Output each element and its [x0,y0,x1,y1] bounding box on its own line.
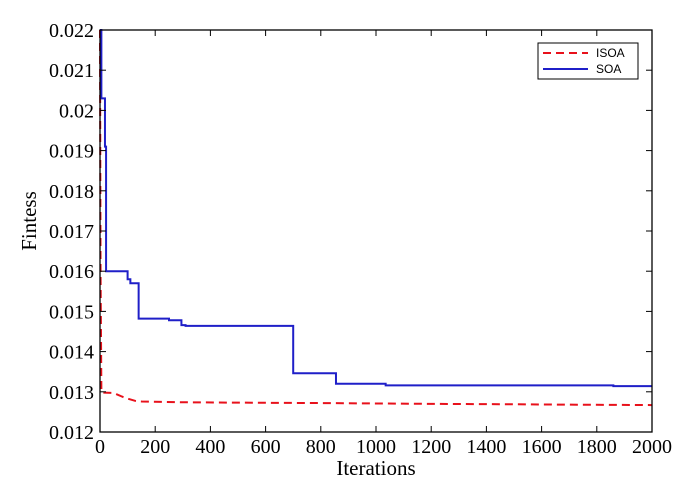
x-tick-label: 200 [140,436,170,458]
legend-box [537,42,639,80]
series-line-isoa [99,29,653,407]
x-tick-label: 1200 [411,436,451,458]
series-line-soa [100,29,652,388]
x-tick-label: 1600 [522,436,562,458]
y-tick-label: 0.015 [49,301,94,323]
ticks-layer: 0 200 400 600 800 1000 1200 1400 1600 1800 2000 0.0… [49,20,672,458]
y-tick-label: 0.016 [49,261,94,283]
x-tick-label: 600 [251,436,281,458]
y-tick-label: 0.021 [49,60,94,82]
series-layer [99,29,653,407]
x-tick-label: 1400 [466,436,506,458]
y-axis-title: Fintess [17,191,41,251]
y-tick-label: 0.017 [49,221,94,243]
y-tick-label: 0.013 [49,382,94,404]
y-tick-label: 0.02 [59,100,94,122]
plot-frame [99,29,653,433]
x-tick-label: 1800 [577,436,617,458]
y-tick-label: 0.022 [49,20,94,42]
y-tick-label: 0.018 [49,181,94,203]
x-axis-title: Iterations [336,456,415,480]
x-tick-label: 800 [306,436,336,458]
legend: ISOA SOA [537,42,639,80]
y-tick-label: 0.019 [49,141,94,163]
x-tick-label: 1000 [356,436,396,458]
y-tick-label: 0.014 [49,342,94,364]
legend-label-isoa: ISOA [596,46,625,60]
x-tick-label: 0 [95,436,105,458]
x-tick-label: 2000 [632,436,672,458]
y-tick-label: 0.012 [49,422,94,444]
legend-label-soa: SOA [596,62,621,76]
x-tick-label: 400 [195,436,225,458]
